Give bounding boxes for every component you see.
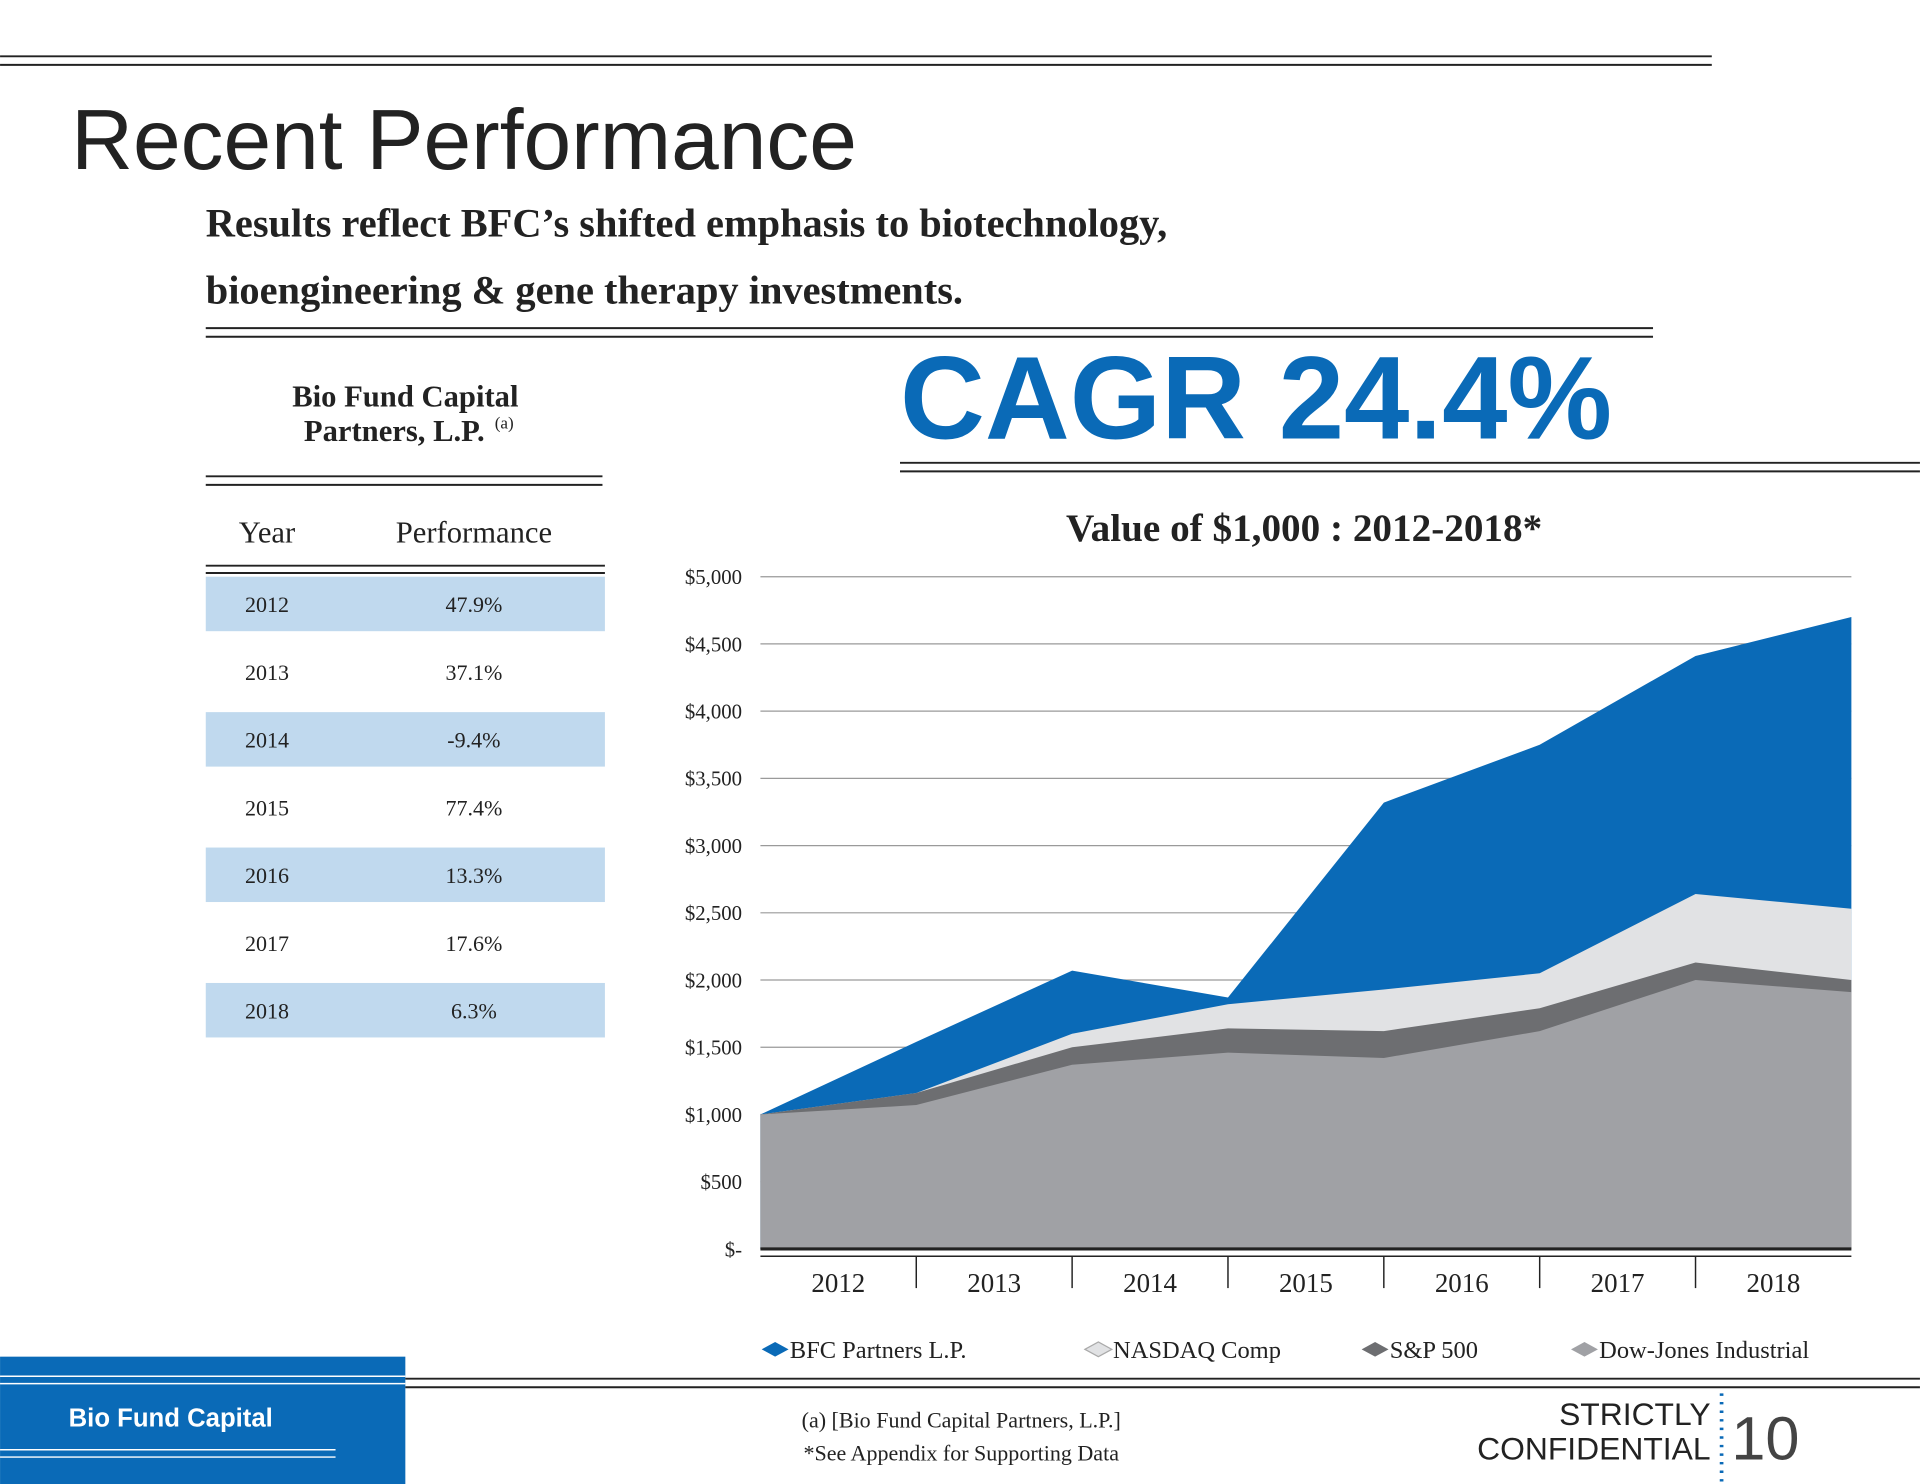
- table-cell: 13.3%: [445, 863, 502, 888]
- legend-marker: [761, 1341, 789, 1357]
- footnote: *See Appendix for Supporting Data: [803, 1441, 1119, 1466]
- row-shade: [205, 847, 605, 903]
- table-cell: 2016: [245, 863, 289, 888]
- table-cell: 2018: [245, 998, 289, 1023]
- x-tick-label: 2017: [1591, 1268, 1645, 1298]
- chart-title: Value of $1,000 : 2012-2018*: [1066, 507, 1542, 550]
- y-tick-label: $1,500: [685, 1036, 742, 1060]
- legend-marker: [1570, 1341, 1598, 1357]
- y-tick-label: $-: [725, 1237, 742, 1261]
- legend-marker: [1083, 1341, 1114, 1358]
- table-note: (a): [495, 414, 514, 433]
- table-cell: 2015: [245, 795, 289, 820]
- legend-label: BFC Partners L.P.: [790, 1337, 967, 1364]
- table-body: 2012 47.9% 2013 37.1% 2014 -9.4% 2015 77.4% 2016…: [205, 576, 605, 1038]
- table-header: Year: [239, 515, 295, 549]
- legend-label: S&P 500: [1390, 1337, 1478, 1364]
- table-cell: 2017: [245, 931, 289, 956]
- subtitle: bioengineering & gene therapy investment…: [206, 268, 963, 313]
- row-shade: [205, 712, 605, 767]
- area: [760, 980, 1852, 1249]
- table-cell: 2013: [245, 660, 289, 685]
- legend-label: NASDAQ Comp: [1113, 1337, 1281, 1364]
- table-title: Bio Fund Capital: [292, 380, 518, 414]
- legend-label: Dow-Jones Industrial: [1599, 1337, 1809, 1364]
- footer-band: [0, 1356, 406, 1484]
- footnote: (a) [Bio Fund Capital Partners, L.P.]: [802, 1408, 1121, 1433]
- table-cell: 47.9%: [445, 592, 502, 617]
- y-tick-label: $4,500: [685, 632, 742, 656]
- table-cell: 77.4%: [445, 795, 502, 820]
- y-tick-label: $4,000: [685, 699, 742, 723]
- table-header: Performance: [396, 515, 552, 549]
- table-cell: 37.1%: [445, 660, 502, 685]
- x-tick-label: 2016: [1435, 1268, 1489, 1298]
- y-tick-label: $3,500: [685, 767, 742, 791]
- y-tick-label: $5,000: [685, 565, 742, 589]
- footer-brand: Bio Fund Capital: [69, 1404, 273, 1432]
- row-shade: [205, 576, 605, 632]
- y-tick-label: $3,000: [685, 834, 742, 858]
- confidential: STRICTLY: [1559, 1396, 1711, 1432]
- page-number: 10: [1731, 1405, 1799, 1473]
- cagr: CAGR 24.4%: [900, 332, 1612, 463]
- table-title: Partners, L.P.: [304, 414, 485, 448]
- confidential: CONFIDENTIAL: [1477, 1431, 1710, 1467]
- row-shade: [205, 982, 605, 1038]
- x-tick-label: 2012: [811, 1268, 865, 1298]
- legend-marker: [1361, 1341, 1389, 1357]
- table-cell: -9.4%: [447, 728, 500, 753]
- table-cell: 2014: [245, 728, 289, 753]
- table-cell: 17.6%: [445, 931, 502, 956]
- subtitle: Results reflect BFC’s shifted emphasis t…: [206, 200, 1167, 245]
- y-tick-label: $2,500: [685, 901, 742, 925]
- y-tick-label: $1,000: [685, 1103, 742, 1127]
- table-cell: 6.3%: [451, 998, 497, 1023]
- x-tick-label: 2015: [1279, 1268, 1333, 1298]
- y-tick-label: $2,000: [685, 968, 742, 992]
- chart: $- $500 $1,000 $1,500 $2,000 $2,500 $3,000 $3,5…: [685, 565, 1852, 1364]
- x-tick-label: 2014: [1123, 1268, 1177, 1298]
- title: Recent Performance: [71, 92, 857, 188]
- y-tick-label: $500: [700, 1170, 742, 1194]
- x-tick-label: 2013: [967, 1268, 1021, 1298]
- table-cell: 2012: [245, 592, 289, 617]
- x-tick-label: 2018: [1747, 1268, 1801, 1298]
